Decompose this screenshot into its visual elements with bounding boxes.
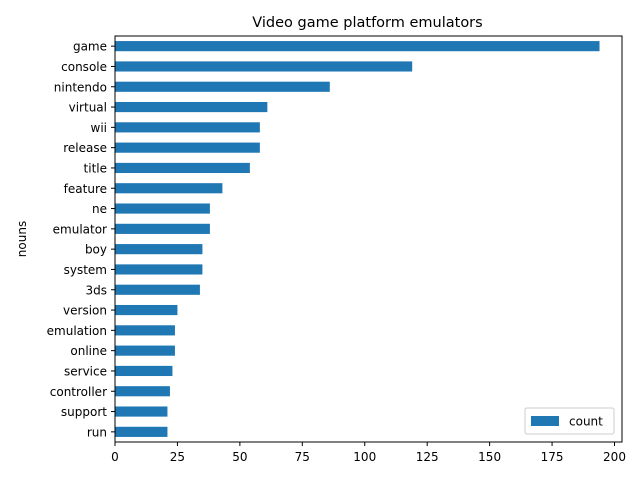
x-tick-label: 150 [478,450,501,464]
bar-game [115,41,600,52]
bar-nintendo [115,81,330,92]
legend-box [524,407,615,435]
y-tick-label: emulator [53,222,107,236]
x-tick-label: 100 [353,450,376,464]
legend-label: count [569,415,603,429]
bar-ne [115,203,210,214]
y-tick-label: release [63,141,107,155]
y-tick-label: controller [50,385,107,399]
bar-version [115,304,178,316]
y-tick-label: system [64,263,107,277]
y-tick-label: run [87,425,107,439]
y-tick-label: emulation [47,324,107,338]
bar-wii [115,122,260,133]
x-tick-label: 25 [170,450,185,464]
y-axis-label: nouns [15,221,29,257]
y-tick-label: game [73,40,107,54]
bar-emulator [115,223,210,234]
y-tick-label: console [61,60,107,74]
x-tick-label: 50 [232,450,247,464]
bar-system [115,264,203,275]
y-tick-label: nintendo [54,80,107,94]
y-tick-label: wii [91,121,107,135]
bar-controller [115,386,170,397]
bar-service [115,365,173,377]
bar-feature [115,183,223,194]
bar-emulation [115,325,175,336]
plot-frame [114,35,623,443]
bar-boy [115,244,203,255]
bars-group [115,41,600,437]
y-tick-label: support [61,405,107,419]
y-tick-label: virtual [69,101,107,115]
legend-swatch [531,416,559,426]
y-tick-label: feature [64,182,107,196]
x-tick-label: 0 [111,450,119,464]
y-tick-label: boy [85,243,107,257]
y-tick-label: ne [92,202,107,216]
y-axis-ticks: game console nintendo virtual wii release titl… [47,40,115,439]
chart-title: Video game platform emulators [252,15,482,31]
legend: count [524,407,615,435]
x-tick-label: 175 [541,450,564,464]
bar-title [115,162,250,174]
bar-support [115,406,168,417]
x-axis-ticks: 0 25 50 75 100 125 150 175 200 [111,442,626,464]
x-tick-label: 200 [603,450,626,464]
y-tick-label: 3ds [85,283,107,297]
y-tick-label: title [84,161,107,175]
bar-console [115,61,413,72]
x-tick-label: 75 [295,450,310,464]
x-tick-label: 125 [416,450,439,464]
bar-virtual [115,101,268,113]
bar-online [115,345,175,356]
bar-run [115,426,168,437]
y-tick-label: service [64,364,107,378]
y-tick-label: online [70,344,107,358]
bar-3ds [115,284,200,295]
y-tick-label: version [63,304,107,318]
bar-release [115,142,260,153]
